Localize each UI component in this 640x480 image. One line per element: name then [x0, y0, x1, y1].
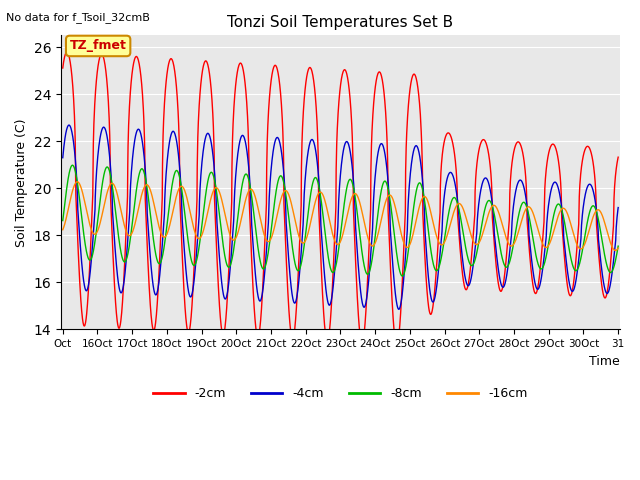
Line: -2cm: -2cm: [63, 52, 618, 346]
-8cm: [59, 218, 67, 224]
-8cm: [598, 239, 606, 245]
X-axis label: Time: Time: [589, 355, 620, 368]
-2cm: [599, 288, 607, 294]
-4cm: [88, 257, 95, 263]
-16cm: [74, 179, 81, 185]
-8cm: [599, 241, 607, 247]
-2cm: [314, 164, 322, 170]
-16cm: [598, 212, 606, 218]
-2cm: [329, 270, 337, 276]
Line: -4cm: -4cm: [63, 125, 618, 309]
-4cm: [497, 280, 504, 286]
-16cm: [329, 233, 337, 239]
-8cm: [314, 181, 322, 187]
-4cm: [59, 155, 67, 161]
-2cm: [63, 49, 71, 55]
-8cm: [614, 243, 622, 249]
-16cm: [314, 191, 322, 196]
-16cm: [497, 215, 504, 221]
Line: -16cm: -16cm: [63, 182, 618, 251]
Text: No data for f_Tsoil_32cmB: No data for f_Tsoil_32cmB: [6, 12, 150, 23]
-16cm: [59, 227, 67, 233]
-2cm: [59, 65, 67, 71]
-2cm: [88, 226, 95, 231]
-4cm: [314, 171, 322, 177]
-2cm: [393, 343, 401, 349]
Line: -8cm: -8cm: [63, 165, 618, 276]
-4cm: [395, 306, 403, 312]
Legend: -2cm, -4cm, -8cm, -16cm: -2cm, -4cm, -8cm, -16cm: [148, 383, 532, 406]
Y-axis label: Soil Temperature (C): Soil Temperature (C): [15, 118, 28, 247]
-8cm: [329, 270, 337, 276]
-8cm: [497, 248, 504, 253]
-8cm: [68, 162, 76, 168]
-8cm: [399, 273, 406, 279]
-2cm: [614, 154, 622, 160]
-16cm: [614, 245, 622, 251]
-8cm: [88, 255, 95, 261]
-4cm: [598, 272, 606, 277]
-16cm: [88, 227, 95, 232]
Text: TZ_fmet: TZ_fmet: [70, 39, 127, 52]
-16cm: [598, 213, 606, 218]
-4cm: [599, 274, 607, 279]
-2cm: [598, 287, 606, 292]
-4cm: [329, 284, 337, 290]
Title: Tonzi Soil Temperatures Set B: Tonzi Soil Temperatures Set B: [227, 15, 454, 30]
-4cm: [65, 122, 73, 128]
-4cm: [614, 204, 622, 210]
-16cm: [612, 248, 620, 253]
-2cm: [497, 288, 504, 294]
